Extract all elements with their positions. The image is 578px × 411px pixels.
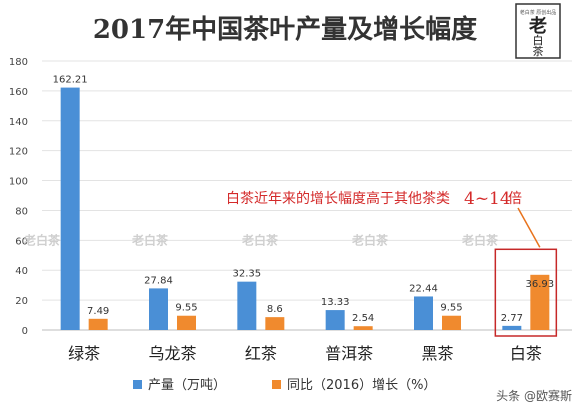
x-tick-label: 乌龙茶 xyxy=(148,344,196,363)
data-label-production: 32.35 xyxy=(233,269,262,280)
bar-production xyxy=(237,281,257,330)
data-label-growth: 7.49 xyxy=(87,306,109,317)
logo-seal: 老白茶 原创出品 老 白 茶 xyxy=(515,3,561,59)
y-tick-label: 140 xyxy=(9,117,28,128)
y-tick-label: 20 xyxy=(15,296,28,307)
x-axis: 绿茶 乌龙茶 红茶 普洱茶 黑茶 白茶 xyxy=(68,344,542,363)
x-tick-label: 黑茶 xyxy=(421,344,453,363)
watermark-text: 老白茶 xyxy=(132,232,169,247)
bar-production xyxy=(325,310,345,330)
legend-swatch-growth xyxy=(272,380,281,389)
bar-production xyxy=(149,288,168,330)
data-label-production: 2.77 xyxy=(501,313,523,324)
bar-production xyxy=(60,87,80,330)
gridlines xyxy=(42,60,572,331)
chart-title: 2017年中国茶叶产量及增长幅度 xyxy=(93,14,477,45)
data-label-production: 162.21 xyxy=(53,75,88,86)
data-label-growth: 2.54 xyxy=(352,313,374,324)
x-tick-label: 绿茶 xyxy=(68,344,100,363)
watermark-text: 老白茶 xyxy=(24,232,61,247)
logo-seal-char-1: 老 xyxy=(529,15,547,37)
legend: 产量（万吨） 同比（2016）增长（%） xyxy=(133,378,436,393)
data-label-production: 27.84 xyxy=(144,275,173,286)
y-tick-label: 120 xyxy=(9,147,28,158)
bar-production xyxy=(414,296,433,330)
legend-label-growth: 同比（2016）增长（%） xyxy=(287,378,436,393)
legend-swatch-production xyxy=(133,380,142,389)
annotation-unit: 倍 xyxy=(508,191,522,207)
data-label-growth: 36.93 xyxy=(526,279,555,290)
data-label-growth: 8.6 xyxy=(267,304,283,315)
watermark-text: 老白茶 xyxy=(462,232,499,247)
watermark-text: 老白茶 xyxy=(352,232,389,247)
data-label-production: 22.44 xyxy=(409,283,438,294)
y-tick-label: 40 xyxy=(15,266,28,277)
x-tick-label: 红茶 xyxy=(245,344,277,363)
source-credit: 头条 @欧赛斯 xyxy=(496,388,572,403)
bar-growth xyxy=(530,274,550,330)
watermark-text: 老白茶 xyxy=(242,232,279,247)
bar-growth xyxy=(265,317,285,330)
bar-growth xyxy=(353,326,373,330)
logo-seal-top-line: 老白茶 原创出品 xyxy=(520,9,557,16)
y-axis: 0 20 40 60 80 100 120 140 160 180 xyxy=(9,57,28,337)
y-tick-label: 80 xyxy=(15,206,28,217)
annotation-arrow xyxy=(517,207,541,248)
legend-label-production: 产量（万吨） xyxy=(148,378,226,393)
data-label-production: 13.33 xyxy=(321,297,350,308)
data-label-growth: 9.55 xyxy=(440,303,462,314)
y-tick-label: 180 xyxy=(9,57,28,68)
highlight-box xyxy=(494,248,558,337)
bar-growth xyxy=(88,318,108,330)
logo-seal-char-3: 茶 xyxy=(533,45,544,58)
bar-growth xyxy=(442,315,461,330)
annotation: 白茶近年来的增长幅度高于其他茶类 4~14倍 xyxy=(226,189,541,248)
x-tick-label: 白茶 xyxy=(510,344,542,363)
y-tick-label: 160 xyxy=(9,87,28,98)
annotation-range: 4~14 xyxy=(464,189,511,209)
annotation-text: 白茶近年来的增长幅度高于其他茶类 xyxy=(226,190,450,207)
bars: 162.21 7.49 27.84 9.55 32.35 8.6 13.332.54 22.4… xyxy=(53,75,558,337)
bar-growth xyxy=(177,315,196,330)
logo-seal-char-2: 白 xyxy=(533,33,544,47)
y-tick-label: 60 xyxy=(15,236,28,247)
x-tick-label: 普洱茶 xyxy=(325,344,373,363)
y-tick-label: 0 xyxy=(22,326,28,337)
bar-production xyxy=(502,325,522,330)
data-label-growth: 9.55 xyxy=(175,303,197,314)
y-tick-label: 100 xyxy=(9,177,28,188)
watermarks: 老白茶 老白茶 老白茶 老白茶 老白茶 xyxy=(24,232,499,247)
